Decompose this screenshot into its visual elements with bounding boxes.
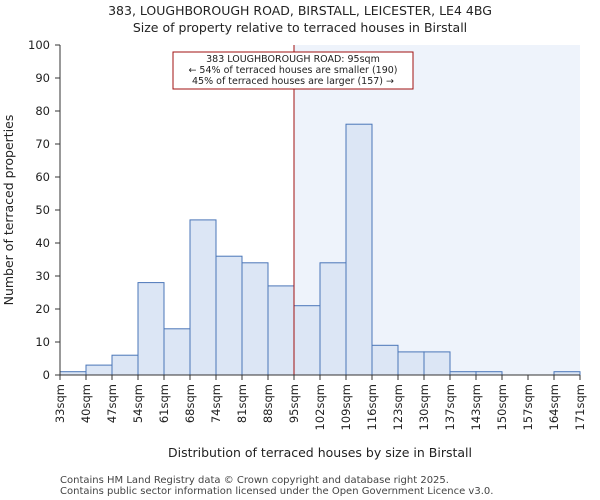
x-tick-label-61sqm: 61sqm <box>157 384 171 423</box>
x-tick-label-130sqm: 130sqm <box>417 384 431 430</box>
bar-47sqm <box>111 354 139 376</box>
bars-group <box>59 123 581 376</box>
x-tick-label-47sqm: 47sqm <box>105 384 119 423</box>
plot-area: 0 10 20 30 40 50 60 70 80 90 100 33sqm 40sqm 47sqm 54… <box>28 38 587 430</box>
y-tick-label-10: 10 <box>35 335 50 349</box>
x-tick-label-109sqm: 109sqm <box>339 384 353 430</box>
chart-subtitle: Size of property relative to terraced ho… <box>133 20 467 35</box>
annotation-line-3: 45% of terraced houses are larger (157) … <box>192 76 394 87</box>
bar-95sqm <box>293 305 321 376</box>
bar-68sqm <box>189 219 217 376</box>
y-tick-label-20: 20 <box>35 302 50 316</box>
footer-line-1: Contains HM Land Registry data © Crown c… <box>60 475 449 486</box>
x-tick-label-88sqm: 88sqm <box>261 384 275 423</box>
annotation-box: 383 LOUGHBOROUGH ROAD: 95sqm ← 54% of te… <box>172 51 414 90</box>
x-axis-label: Distribution of terraced houses by size … <box>168 445 472 460</box>
chart-title: 383, LOUGHBOROUGH ROAD, BIRSTALL, LEICES… <box>108 3 492 18</box>
annotation-line-1: 383 LOUGHBOROUGH ROAD: 95sqm <box>206 54 380 65</box>
x-tick-label-68sqm: 68sqm <box>183 384 197 423</box>
x-tick-label-102sqm: 102sqm <box>313 384 327 430</box>
x-tick-label-33sqm: 33sqm <box>53 384 67 423</box>
y-tick-label-40: 40 <box>35 236 50 250</box>
y-ticks-group: 0 10 20 30 40 50 60 70 80 90 100 <box>28 38 60 382</box>
bar-81sqm <box>241 262 269 376</box>
y-tick-label-30: 30 <box>35 269 50 283</box>
y-tick-label-80: 80 <box>35 104 50 118</box>
x-tick-label-143sqm: 143sqm <box>469 384 483 430</box>
x-tick-label-54sqm: 54sqm <box>131 384 145 423</box>
annotation-frame <box>172 51 414 90</box>
x-tick-label-116sqm: 116sqm <box>365 384 379 430</box>
bar-116sqm <box>371 344 399 376</box>
bar-102sqm <box>319 262 347 376</box>
y-tick-label-90: 90 <box>35 71 50 85</box>
x-tick-label-137sqm: 137sqm <box>443 384 457 430</box>
y-axis-label: Number of terraced properties <box>1 115 16 306</box>
footer-line-2: Contains public sector information licen… <box>60 486 493 497</box>
x-tick-label-40sqm: 40sqm <box>79 384 93 423</box>
bar-130sqm <box>423 351 451 376</box>
x-tick-label-95sqm: 95sqm <box>287 384 301 423</box>
x-tick-label-150sqm: 150sqm <box>495 384 509 430</box>
y-tick-label-100: 100 <box>28 38 50 52</box>
x-tick-label-171sqm: 171sqm <box>573 384 587 430</box>
x-tick-label-81sqm: 81sqm <box>235 384 249 423</box>
bar-123sqm <box>397 351 425 376</box>
y-tick-label-50: 50 <box>35 203 50 217</box>
bar-88sqm <box>267 285 295 376</box>
x-ticks-group: 33sqm 40sqm 47sqm 54sqm 61sqm 68sqm 74sqm 81sqm… <box>53 375 587 430</box>
annotation-line-2: ← 54% of terraced houses are smaller (19… <box>188 65 397 76</box>
y-tick-label-70: 70 <box>35 137 50 151</box>
x-tick-label-157sqm: 157sqm <box>521 384 535 430</box>
bar-74sqm <box>215 255 243 376</box>
bar-40sqm <box>85 364 113 376</box>
x-tick-label-123sqm: 123sqm <box>391 384 405 430</box>
x-tick-label-74sqm: 74sqm <box>209 384 223 423</box>
y-tick-label-60: 60 <box>35 170 50 184</box>
x-tick-label-164sqm: 164sqm <box>547 384 561 430</box>
y-tick-label-0: 0 <box>43 368 50 382</box>
bar-109sqm <box>345 123 373 376</box>
bar-61sqm <box>163 328 191 376</box>
bar-54sqm <box>137 282 165 376</box>
